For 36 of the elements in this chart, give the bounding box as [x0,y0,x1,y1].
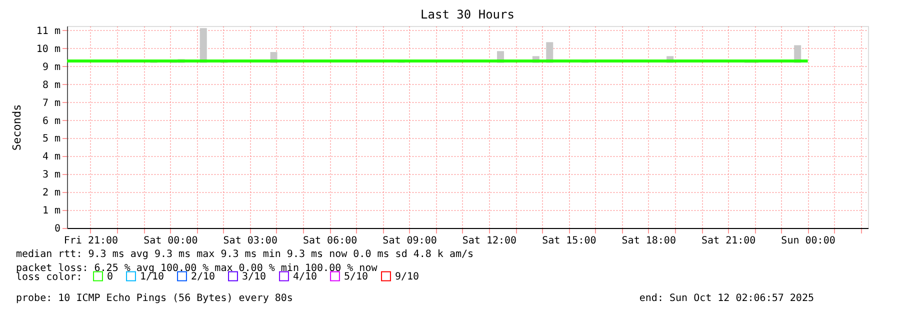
y-tick-label: 1 m [42,206,60,217]
legend-label: 1/10 [140,271,164,282]
y-tick-label: 7 m [42,98,60,109]
legend-label: 2/10 [191,271,216,282]
bar [200,28,207,63]
x-tick-label: Sat 12:00 [462,236,517,246]
y-tick-label: 9 m [42,62,60,73]
y-tick-label: 5 m [42,134,60,145]
x-tick-label: Sat 00:00 [144,236,198,246]
legend-label: 5/10 [344,271,368,282]
x-tick-label: Fri 21:00 [64,236,118,246]
y-tick-label: 6 m [42,116,60,127]
legend-label: 9/10 [395,271,420,282]
x-tick-label: Sat 21:00 [701,236,756,246]
x-tick-label: Sat 06:00 [302,236,358,246]
x-tick-label: Sat 18:00 [622,236,676,246]
y-axis-title: Seconds [10,104,24,151]
text: end: Sun Oct 12 02:06:57 2025 [639,293,814,304]
y-tick-label: 10 m [36,44,60,55]
y-tick-label: 2 m [42,188,60,199]
legend-title: loss color: [16,272,82,283]
y-tick-label: 3 m [42,170,60,181]
chart-title: Last 30 Hours [420,7,514,22]
x-tick-label: Sat 03:00 [223,236,278,246]
x-tick-label: Sun 00:00 [781,236,836,246]
text: median rtt: 9.3 ms avg 9.3 ms max 9.3 ms min 9.3 ms now 0.0 ms sd 4.8 k am/s [16,249,474,260]
legend-label: 0 [107,271,114,282]
legend-label: 3/10 [242,271,266,282]
y-tick-label: 4 m [42,152,60,163]
y-tick-label: 8 m [42,80,60,91]
x-tick-label: Sat 09:00 [382,236,437,246]
x-tick-label: Sat 15:00 [542,236,596,246]
y-tick-label: 0 [54,224,60,234]
y-tick-label: 11 m [36,26,60,37]
text: probe: 10 ICMP Echo Pings (56 Bytes) every 80s [16,293,293,304]
legend-label: 4/10 [293,271,318,282]
